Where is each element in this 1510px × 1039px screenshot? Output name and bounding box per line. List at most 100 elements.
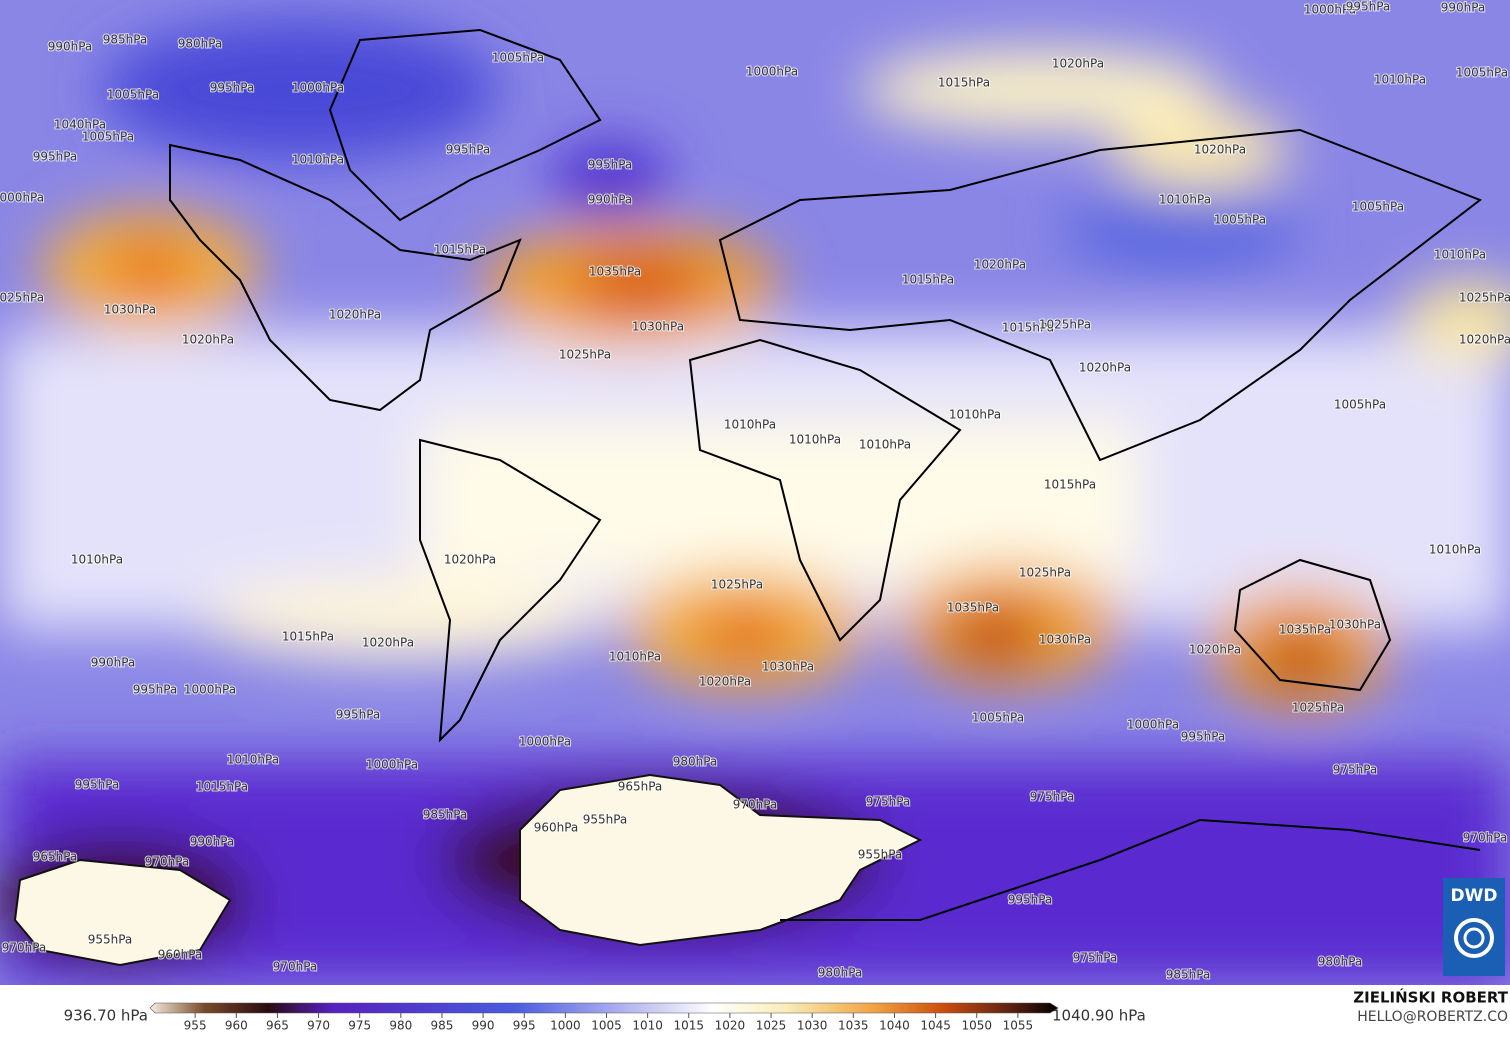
isobar-label: 1025hPa — [711, 578, 763, 592]
isobar-label: 990hPa — [190, 835, 235, 849]
colorbar-tick-label: 975 — [348, 1019, 371, 1033]
isobar-label: 1015hPa — [434, 243, 486, 257]
colorbar-tick-label: 1055 — [1003, 1019, 1034, 1033]
isobar-label: 990hPa — [588, 193, 633, 207]
isobar-label: 1020hPa — [1052, 57, 1104, 71]
isobar-label: 1020hPa — [699, 675, 751, 689]
isobar-label: 970hPa — [733, 798, 778, 812]
isobar-label: 990hPa — [91, 656, 136, 670]
isobar-label: 1005hPa — [972, 711, 1024, 725]
isobar-label: 960hPa — [158, 948, 203, 962]
colorbar-tick-label: 1020 — [715, 1019, 746, 1033]
isobar-label: 1015hPa — [938, 76, 990, 90]
isobar-label: 970hPa — [2, 941, 47, 955]
isobar-label: 1010hPa — [609, 650, 661, 664]
isobar-label: 970hPa — [145, 855, 190, 869]
isobar-label: 1005hPa — [492, 51, 544, 65]
colorbar-max: 1040.90 hPa — [1052, 1007, 1146, 1025]
isobar-label: 1010hPa — [949, 408, 1001, 422]
isobar-label: 1010hPa — [724, 418, 776, 432]
isobar-label: 1025hPa — [559, 348, 611, 362]
isobar-label: 975hPa — [866, 795, 911, 809]
isobar-label: 995hPa — [210, 81, 255, 95]
isobar-label: 975hPa — [1073, 951, 1118, 965]
coastlines — [169, 28, 1483, 921]
isobar-label: 1010hPa — [292, 153, 344, 167]
isobar-label: 1000hPa — [1127, 718, 1179, 732]
isobar-label: 995hPa — [1181, 730, 1226, 744]
colorbar-tick-label: 985 — [431, 1019, 454, 1033]
isobar-label: 970hPa — [1463, 831, 1508, 845]
logo-box: DWD — [1443, 878, 1505, 976]
isobar-label: 990hPa — [1441, 1, 1486, 15]
colorbar-tick-label: 1000 — [550, 1019, 581, 1033]
colorbar-tick-label: 965 — [266, 1019, 289, 1033]
isobar-label: 1000hPa — [292, 81, 344, 95]
isobar-label: 960hPa — [534, 821, 579, 835]
isobar-label: 965hPa — [33, 850, 78, 864]
isobar-label: 1030hPa — [632, 320, 684, 334]
isobar-label: 1010hPa — [859, 438, 911, 452]
isobar-label: 955hPa — [88, 933, 133, 947]
isobar-label: 955hPa — [858, 848, 903, 862]
colorbar-tick-label: 1005 — [591, 1019, 622, 1033]
isobar-label: 980hPa — [178, 37, 223, 51]
colorbar — [149, 1002, 1059, 1014]
colorbar-tick-label: 1030 — [797, 1019, 828, 1033]
isobar-label: 1035hPa — [589, 265, 641, 279]
isobar-label: 1025hPa — [1039, 318, 1091, 332]
isobar-label: 1005hPa — [1352, 200, 1404, 214]
isobar-label: 995hPa — [1008, 893, 1053, 907]
colorbar-tick-label: 970 — [307, 1019, 330, 1033]
isobar-label: 1010hPa — [1159, 193, 1211, 207]
colorbar-tick-label: 1035 — [838, 1019, 869, 1033]
colorbar-tick-label: 1015 — [673, 1019, 704, 1033]
isobar-label: 1020hPa — [1459, 333, 1510, 347]
isobar-label: 1020hPa — [444, 553, 496, 567]
colorbar-tick-label: 955 — [184, 1019, 207, 1033]
isobar-label: 1025hPa — [1459, 291, 1510, 305]
isobar-label: 1010hPa — [789, 433, 841, 447]
isobar-label: 995hPa — [33, 150, 78, 164]
colorbar-tick-label: 980 — [389, 1019, 412, 1033]
isobar-label: 1020hPa — [182, 333, 234, 347]
isobar-label: 1025hPa — [0, 291, 44, 305]
isobar-label: 1015hPa — [1002, 321, 1054, 335]
isobar-label: 1015hPa — [196, 780, 248, 794]
isobar-label: 1000hPa — [746, 65, 798, 79]
colorbar-tick-label: 1045 — [920, 1019, 951, 1033]
logo-text: DWD — [1451, 886, 1498, 906]
isobar-label: 995hPa — [75, 778, 120, 792]
landmass — [13, 773, 923, 967]
isobar-label: 1025hPa — [1019, 566, 1071, 580]
isobar-label: 995hPa — [1346, 0, 1391, 14]
isobar-label: 995hPa — [133, 683, 178, 697]
isobar-label: 1020hPa — [1194, 143, 1246, 157]
author: ZIELIŃSKI ROBERT — [1353, 988, 1508, 1007]
isobar-label: 1005hPa — [1334, 398, 1386, 412]
isobar-label: 1030hPa — [1329, 618, 1381, 632]
isobar-label: 995hPa — [336, 708, 381, 722]
isobar-label: 985hPa — [423, 808, 468, 822]
isobar-label: 1020hPa — [1189, 643, 1241, 657]
isobar-label: 1030hPa — [762, 660, 814, 674]
isobar-label: 1010hPa — [1429, 543, 1481, 557]
isobar-label: 1015hPa — [282, 630, 334, 644]
colorbar-min: 936.70 hPa — [64, 1007, 148, 1025]
isobar-label: 995hPa — [446, 143, 491, 157]
isobar-label: 1005hPa — [1214, 213, 1266, 227]
isobar-label: 995hPa — [588, 158, 633, 172]
isobar-label: 1000hPa — [366, 758, 418, 772]
isobar-label: 1020hPa — [329, 308, 381, 322]
isobar-label: 1010hPa — [71, 553, 123, 567]
isobar-label: 985hPa — [103, 33, 148, 47]
isobar-label: 1010hPa — [227, 753, 279, 767]
isobar-label: 1000hPa — [519, 735, 571, 749]
isobar-label: 1005hPa — [1456, 66, 1508, 80]
isobar-label: 975hPa — [1333, 763, 1378, 777]
isobar-label: 1000hPa — [0, 191, 44, 205]
colorbar-tick-label: 1010 — [632, 1019, 663, 1033]
isobar-label: 1020hPa — [362, 636, 414, 650]
isobar-label: 985hPa — [1166, 968, 1211, 982]
